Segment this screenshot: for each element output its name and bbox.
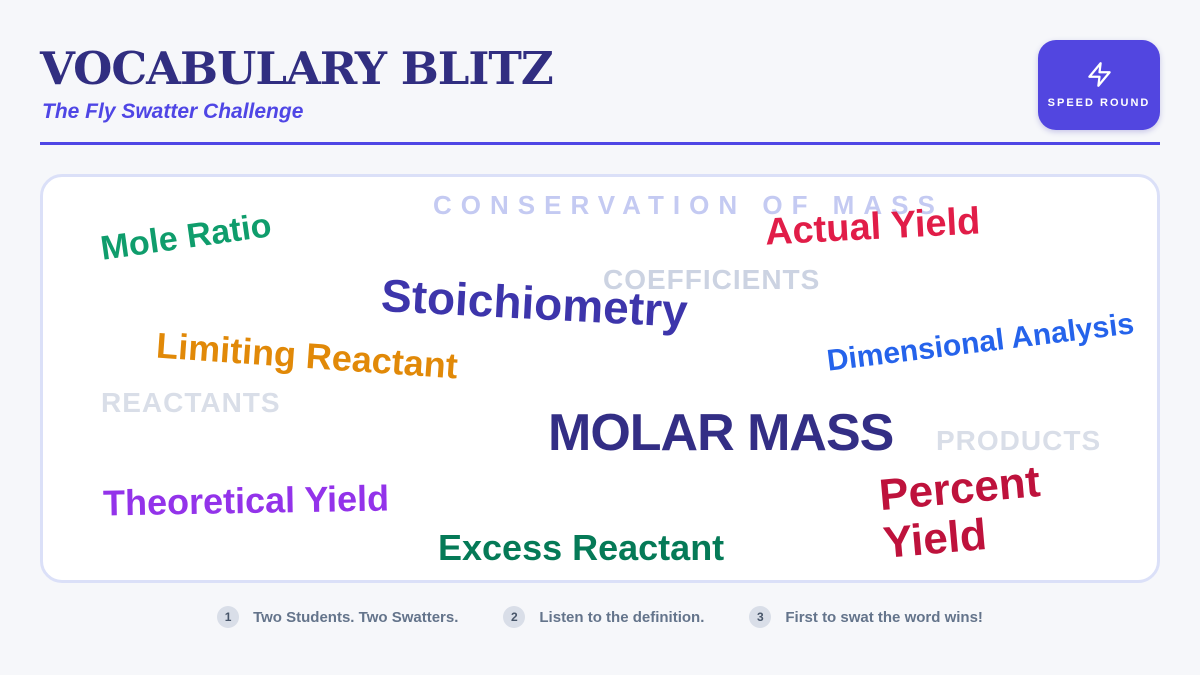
header-divider xyxy=(40,142,1160,145)
instructions-footer: 1 Two Students. Two Swatters. 2 Listen t… xyxy=(0,606,1200,628)
cloud-word-limiting-reactant[interactable]: Limiting Reactant xyxy=(155,324,460,387)
instruction-step-3: 3 First to swat the word wins! xyxy=(749,606,983,628)
step-number-badge: 2 xyxy=(503,606,526,628)
step-text: Two Students. Two Swatters. xyxy=(253,608,459,626)
slide-header: VOCABULARY BLITZ The Fly Swatter Challen… xyxy=(40,42,554,124)
step-text: First to swat the word wins! xyxy=(785,608,983,626)
word-cloud-card: CONSERVATION OF MASS Mole Ratio Actual Y… xyxy=(40,174,1160,583)
cloud-word-excess-reactant[interactable]: Excess Reactant xyxy=(438,527,725,568)
cloud-word-molar-mass[interactable]: MOLAR MASS xyxy=(548,404,894,462)
step-text: Listen to the definition. xyxy=(539,608,705,626)
cloud-word-conservation-of-mass: CONSERVATION OF MASS xyxy=(433,190,944,220)
cloud-word-actual-yield[interactable]: Actual Yield xyxy=(764,200,982,254)
cloud-word-reactants: REACTANTS xyxy=(101,387,281,418)
instruction-step-1: 1 Two Students. Two Swatters. xyxy=(217,606,458,628)
cloud-word-theoretical-yield[interactable]: Theoretical Yield xyxy=(102,477,390,524)
instruction-step-2: 2 Listen to the definition. xyxy=(503,606,704,628)
page-title: VOCABULARY BLITZ xyxy=(40,42,554,95)
lightning-bolt-icon xyxy=(1087,62,1111,87)
speed-round-badge: SPEED ROUND xyxy=(1038,40,1160,130)
cloud-word-coefficients: COEFFICIENTS xyxy=(603,264,821,295)
speed-round-label: SPEED ROUND xyxy=(1047,97,1151,109)
cloud-word-products: PRODUCTS xyxy=(936,425,1102,456)
step-number-badge: 3 xyxy=(749,606,772,628)
page-subtitle: The Fly Swatter Challenge xyxy=(42,100,304,123)
cloud-word-mole-ratio[interactable]: Mole Ratio xyxy=(98,206,274,268)
step-number-badge: 1 xyxy=(217,606,240,628)
cloud-word-percent-yield[interactable]: Percent Yield xyxy=(877,457,1043,568)
cloud-word-dimensional-analysis[interactable]: Dimensional Analysis xyxy=(825,307,1136,378)
